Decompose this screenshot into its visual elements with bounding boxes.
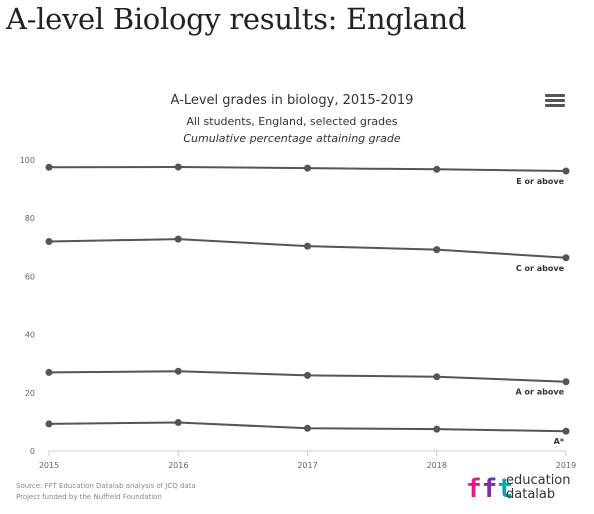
y-tick-label: 100 — [20, 156, 35, 165]
data-point — [304, 371, 311, 379]
data-point — [433, 165, 441, 173]
fft-education-datalab-logo: fft education datalab — [466, 472, 586, 506]
funding-line: Project funded by the Nuffield Foundatio… — [16, 493, 162, 501]
data-point — [433, 373, 441, 381]
x-tick-label: 2018 — [427, 461, 447, 470]
data-point — [562, 427, 570, 435]
source-line: Source: FFT Education Datalab analysis o… — [16, 482, 196, 490]
logo-text: education datalab — [506, 474, 571, 502]
series-label: C or above — [516, 264, 565, 273]
data-point — [562, 254, 570, 262]
data-point — [45, 237, 53, 245]
data-point — [174, 367, 182, 375]
y-tick-label: 40 — [25, 331, 35, 340]
x-tick-label: 2019 — [556, 461, 576, 470]
data-point — [562, 167, 570, 175]
logo-text-line2: datalab — [506, 487, 556, 502]
y-tick-label: 60 — [25, 272, 35, 281]
data-point — [174, 163, 182, 171]
series-label: A or above — [516, 388, 565, 397]
x-tick-label: 2016 — [168, 461, 188, 470]
page-title: A-level Biology results: England — [6, 2, 467, 36]
data-point — [45, 368, 53, 376]
data-point — [45, 163, 53, 171]
chart-title: A-Level grades in biology, 2015-2019 — [171, 93, 414, 108]
fft-logo-mark: fft — [466, 474, 513, 504]
chart-subtitle-2: Cumulative percentage attaining grade — [183, 132, 401, 145]
data-point — [174, 418, 182, 426]
chart-source-note: Source: FFT Education Datalab analysis o… — [16, 481, 196, 503]
logo-text-line1: education — [506, 473, 571, 488]
series-label: E or above — [516, 177, 564, 186]
data-point — [433, 425, 441, 433]
y-tick-label: 0 — [30, 447, 35, 456]
line-chart: A-Level grades in biology, 2015-2019 All… — [20, 93, 576, 470]
y-tick-label: 20 — [25, 389, 35, 398]
x-tick-label: 2015 — [39, 461, 59, 470]
chart-subtitle: All students, England, selected grades — [186, 115, 397, 128]
y-tick-label: 80 — [25, 214, 35, 223]
data-point — [45, 420, 53, 428]
hamburger-menu-icon[interactable] — [545, 94, 565, 110]
data-point — [304, 424, 311, 432]
data-point — [174, 235, 182, 243]
data-point — [433, 246, 441, 254]
data-point — [304, 164, 311, 172]
x-tick-label: 2017 — [297, 461, 317, 470]
data-point — [304, 242, 311, 250]
series-label: A* — [554, 437, 565, 446]
data-point — [562, 378, 570, 386]
